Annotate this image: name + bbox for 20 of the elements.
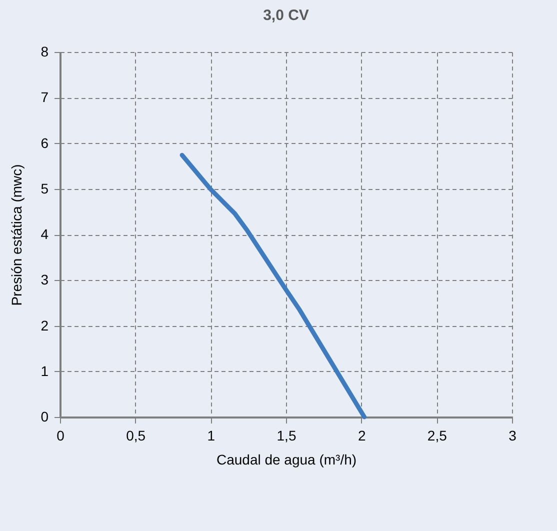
y-tick-label: 7 [40,89,49,106]
x-axis-title: Caudal de agua (m³/h) [216,452,357,468]
x-tick-label: 1,5 [276,428,296,444]
y-tick-label: 6 [40,134,49,151]
x-tick-label: 2,5 [427,428,448,444]
y-tick-label: 8 [40,44,49,60]
x-tick-label: 2 [358,428,366,444]
chart-title: 3,0 CV [263,7,309,24]
x-tick-label: 0,5 [126,428,146,444]
y-axis-title: Presión estática (mwc) [8,164,25,306]
x-tick-label: 0 [56,428,65,444]
y-tick-label: 5 [40,180,49,196]
line-series [180,152,367,420]
y-tick-label: 1 [40,362,49,379]
y-tick-label: 0 [40,408,49,424]
y-tick-label: 2 [40,317,49,334]
x-tick-label: 1 [207,428,216,444]
y-tick-label: 4 [40,226,49,242]
y-tick-label: 3 [40,272,49,288]
x-tick-label: 3 [508,428,517,444]
